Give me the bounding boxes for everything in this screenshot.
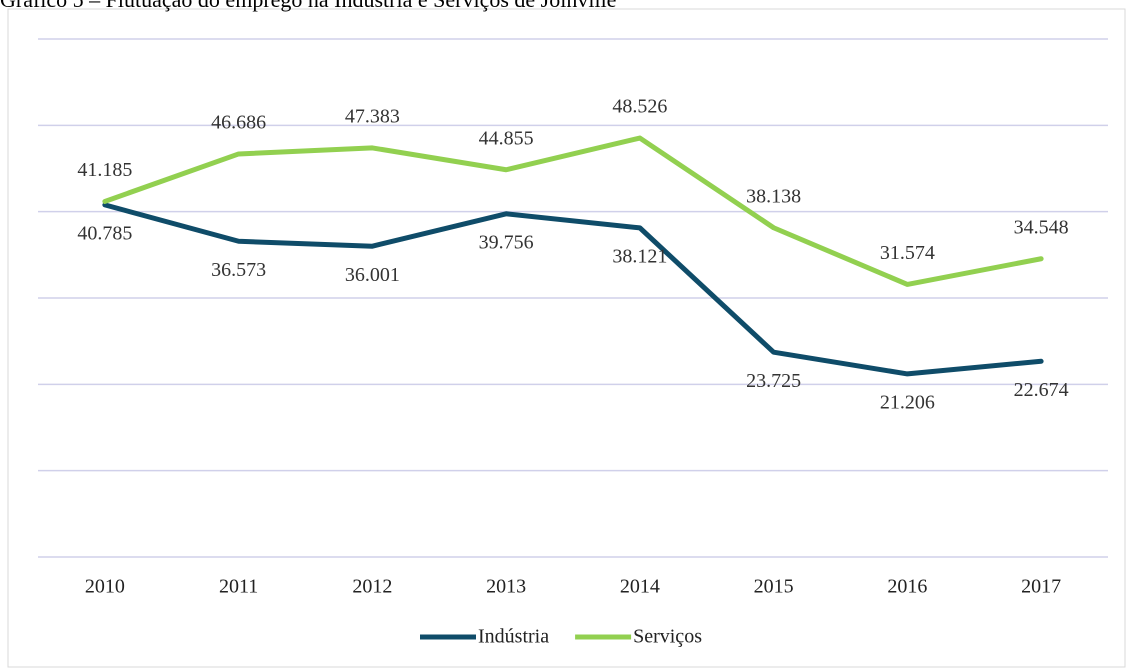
chart-title: Gráfico 5 – Flutuação do emprego na Indú… [0,0,616,12]
x-tick-label: 2014 [620,576,660,598]
data-label: 44.855 [479,127,534,149]
legend-label: Indústria [478,626,549,648]
series-line [102,202,1044,377]
data-label: 23.725 [746,370,801,392]
series-line [102,135,1044,287]
data-label: 21.206 [880,392,935,414]
x-tick-label: 2013 [486,576,526,598]
data-label: 46.686 [211,112,266,134]
x-tick-label: 2017 [1021,576,1061,598]
legend-label: Serviços [633,626,702,648]
data-label: 38.138 [746,185,801,207]
data-label: 40.785 [77,222,132,244]
data-label: 47.383 [345,106,400,128]
chart-frame [7,8,1126,668]
data-label: 38.121 [612,245,667,267]
data-label: 34.548 [1014,216,1069,238]
x-tick-label: 2010 [85,576,125,598]
x-tick-label: 2016 [887,576,927,598]
data-label: 41.185 [77,159,132,181]
data-label: 48.526 [612,96,667,118]
x-tick-label: 2011 [219,576,258,598]
data-label: 39.756 [479,231,534,253]
data-label: 31.574 [880,242,935,264]
data-label: 22.674 [1014,379,1069,401]
x-tick-label: 2012 [352,576,392,598]
data-label: 36.001 [345,264,400,286]
data-label: 36.573 [211,259,266,281]
x-tick-label: 2015 [754,576,794,598]
